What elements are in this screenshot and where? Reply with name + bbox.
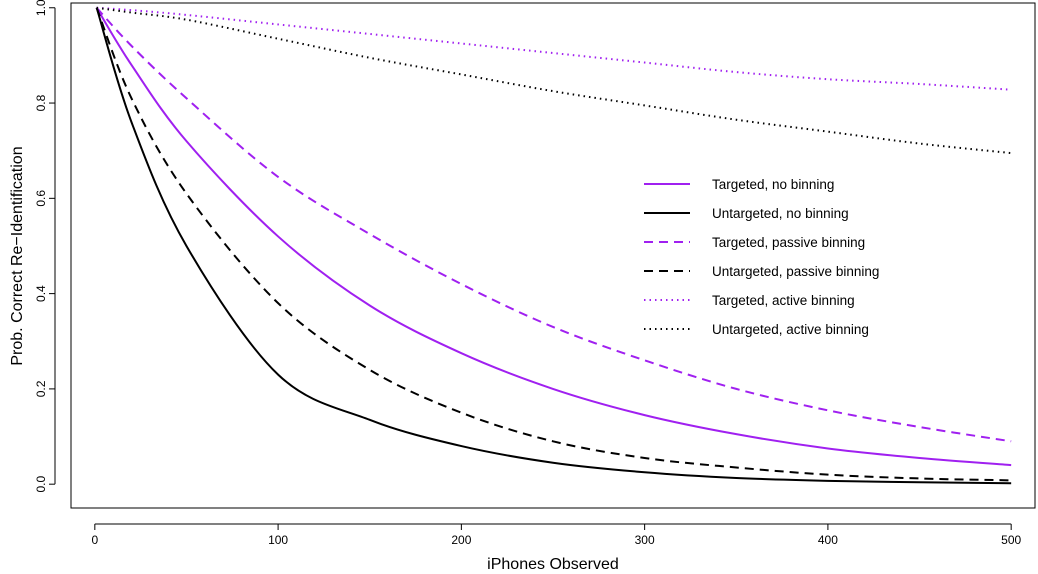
y-tick-label: 0.0 — [34, 476, 48, 493]
y-tick-label: 0.2 — [34, 380, 48, 397]
y-tick-label: 0.6 — [34, 190, 48, 207]
series-line-2 — [95, 7, 1012, 443]
x-axis-label: iPhones Observed — [487, 556, 619, 573]
y-tick-label: 0.8 — [34, 94, 48, 111]
legend-label: Targeted, active binning — [712, 293, 855, 308]
legend-label: Untargeted, passive binning — [712, 264, 879, 279]
x-tick-label: 100 — [268, 533, 288, 547]
series-line-0 — [95, 7, 1012, 467]
x-axis: 0 100 200 300 400 500 — [91, 523, 1022, 547]
x-tick-label: 300 — [635, 533, 655, 547]
series-layer — [95, 6, 1012, 485]
y-tick-label: 1.0 — [34, 0, 48, 16]
series-line-3 — [95, 7, 1012, 482]
legend-label: Untargeted, active binning — [712, 322, 869, 337]
legend-label: Targeted, no binning — [712, 177, 834, 192]
y-tick-label: 0.4 — [34, 285, 48, 302]
x-tick-label: 200 — [451, 533, 471, 547]
x-tick-label: 0 — [91, 533, 98, 547]
x-tick-label: 400 — [818, 533, 838, 547]
plot-frame — [70, 2, 1036, 509]
legend-label: Targeted, passive binning — [712, 235, 865, 250]
series-line-5 — [96, 6, 1012, 155]
x-tick-label: 500 — [1001, 533, 1021, 547]
series-line-1 — [95, 7, 1012, 485]
y-axis: 0.0 0.2 0.4 0.6 0.8 1.0 — [34, 0, 56, 493]
legend-label: Untargeted, no binning — [712, 206, 849, 221]
legend: Targeted, no binning Untargeted, no binni… — [644, 177, 879, 337]
y-axis-label: Prob. Correct Re−Identification — [9, 146, 26, 365]
series-line-4 — [96, 6, 1012, 91]
